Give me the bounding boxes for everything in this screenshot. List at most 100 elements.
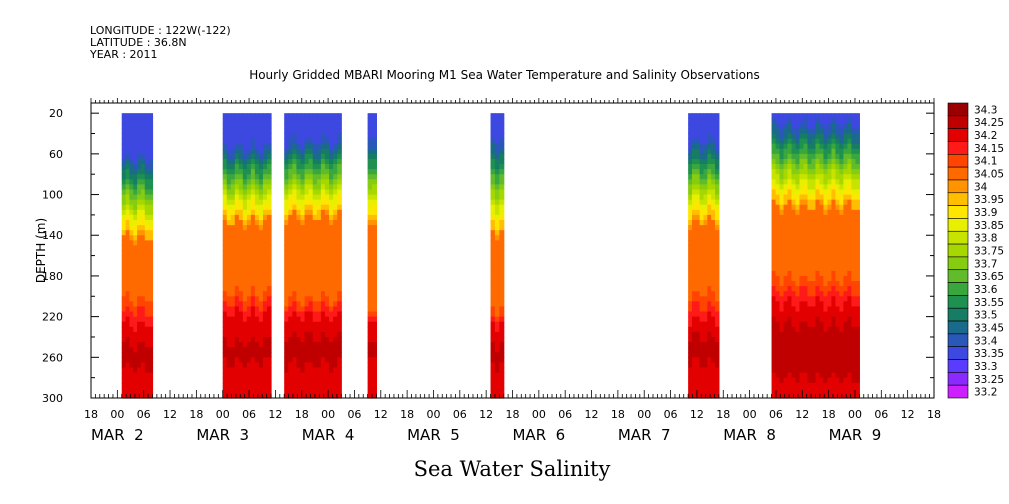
salinity-cell (811, 296, 817, 302)
salinity-cell (775, 291, 781, 297)
salinity-cell (288, 286, 293, 292)
salinity-cell (324, 336, 330, 343)
salinity-cell (226, 255, 232, 262)
salinity-cell (799, 138, 805, 145)
salinity-cell (815, 250, 821, 257)
salinity-cell (262, 331, 268, 338)
salinity-cell (262, 281, 268, 287)
salinity-cell (324, 291, 330, 297)
salinity-cell (333, 184, 338, 191)
salinity-cell (835, 174, 840, 180)
salinity-cell (839, 143, 844, 150)
salinity-cell (262, 326, 268, 333)
salinity-cell (333, 301, 338, 308)
salinity-cell (262, 270, 268, 277)
salinity-cell (783, 377, 789, 384)
salinity-cell (688, 357, 693, 363)
salinity-cell (266, 291, 272, 297)
salinity-cell (811, 250, 817, 257)
salinity-cell (490, 392, 496, 399)
salinity-cell (129, 377, 134, 384)
salinity-cell (148, 357, 154, 363)
salinity-cell (133, 123, 138, 130)
salinity-cell (234, 382, 240, 389)
salinity-cell (238, 316, 244, 323)
salinity-cell (234, 306, 240, 313)
salinity-cell (831, 230, 837, 236)
salinity-cell (367, 113, 373, 119)
salinity-cell (337, 275, 342, 282)
salinity-cell (715, 387, 720, 394)
salinity-cell (246, 260, 252, 267)
salinity-cell (266, 169, 272, 175)
salinity-cell (292, 184, 298, 191)
salinity-cell (372, 230, 377, 236)
salinity-cell (367, 331, 373, 338)
salinity-cell (688, 189, 693, 196)
salinity-cell (329, 133, 334, 140)
salinity-cell (787, 352, 793, 358)
salinity-cell (246, 199, 252, 206)
salinity-cell (144, 357, 150, 363)
salinity-cell (688, 148, 693, 155)
salinity-cell (851, 209, 856, 216)
salinity-cell (144, 275, 150, 282)
salinity-cell (258, 143, 264, 150)
salinity-cell (711, 225, 716, 231)
salinity-cell (831, 382, 837, 389)
salinity-cell (304, 245, 310, 252)
salinity-cell (242, 199, 248, 206)
salinity-cell (787, 326, 793, 333)
salinity-cell (121, 331, 127, 338)
x-tick-label: 18 (400, 408, 414, 421)
salinity-cell (695, 352, 701, 358)
salinity-cell (254, 382, 260, 389)
colorbar-swatch (947, 141, 969, 155)
salinity-cell (300, 326, 306, 333)
salinity-cell (791, 377, 797, 384)
salinity-cell (715, 286, 720, 292)
salinity-cell (847, 184, 852, 191)
salinity-cell (266, 316, 272, 323)
salinity-cell (494, 255, 500, 262)
salinity-cell (823, 387, 829, 394)
salinity-cell (246, 367, 252, 374)
salinity-cell (242, 113, 248, 119)
salinity-cell (288, 194, 293, 201)
x-day-label: MAR 7 (618, 426, 671, 444)
salinity-cell (715, 133, 720, 140)
salinity-cell (250, 230, 256, 236)
salinity-cell (699, 367, 705, 374)
salinity-cell (258, 230, 264, 236)
salinity-cell (835, 209, 840, 216)
salinity-cell (803, 336, 809, 343)
salinity-cell (367, 291, 373, 297)
salinity-cell (266, 382, 272, 389)
salinity-cell (308, 387, 314, 394)
salinity-cell (308, 225, 314, 231)
salinity-cell (148, 133, 154, 140)
salinity-cell (250, 240, 256, 247)
salinity-cell (258, 245, 264, 252)
salinity-cell (308, 123, 314, 130)
salinity-cell (807, 331, 813, 338)
salinity-cell (129, 342, 134, 348)
salinity-cell (266, 321, 272, 328)
salinity-cell (242, 118, 248, 124)
salinity-cell (703, 164, 708, 170)
salinity-cell (711, 255, 716, 262)
salinity-cell (499, 138, 505, 145)
salinity-cell (779, 123, 785, 130)
salinity-cell (140, 128, 146, 135)
salinity-cell (851, 184, 856, 191)
salinity-cell (288, 362, 293, 369)
salinity-cell (490, 352, 496, 358)
salinity-cell (234, 158, 240, 165)
salinity-cell (140, 123, 146, 130)
x-day-label: MAR 3 (196, 426, 249, 444)
salinity-cell (296, 250, 302, 257)
salinity-cell (799, 174, 805, 180)
salinity-cell (320, 250, 326, 257)
salinity-cell (140, 158, 146, 165)
salinity-cell (125, 306, 131, 313)
